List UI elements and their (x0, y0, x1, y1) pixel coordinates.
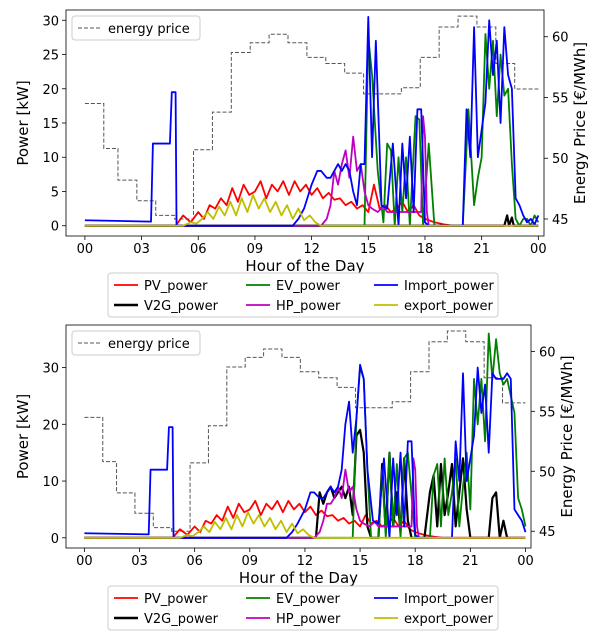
series-export-power (84, 511, 526, 539)
legend-label: EV_power (276, 279, 340, 294)
series-export-power (84, 194, 539, 227)
y2-tick-label: 45 (552, 213, 569, 228)
legend-label: HP_power (276, 299, 341, 314)
plot-frame (65, 324, 532, 549)
series-import-power (84, 15, 540, 227)
series-ev-power (84, 33, 540, 227)
plot-frame (65, 9, 545, 237)
legend-box (71, 15, 201, 41)
y-tick-label: 20 (42, 83, 59, 98)
series-hp-power (84, 457, 526, 539)
y2-axis-label: Energy Price [€/MWh] (558, 355, 576, 517)
y2-tick-label: 50 (552, 152, 569, 167)
y-tick-label: 20 (42, 418, 59, 433)
energy-price-line (84, 15, 539, 220)
y-axis-label: Power [kW] (14, 394, 32, 479)
x-tick-label: 09 (242, 554, 259, 569)
y-tick-label: 5 (51, 185, 59, 200)
legend-label: EV_power (276, 592, 340, 607)
legend-series: PV_power V2G_power EV_power HP_power Import_… (107, 585, 499, 631)
x-tick-label: 03 (133, 242, 150, 257)
y2-tick-label: 55 (539, 405, 556, 420)
x-tick-label: 12 (303, 242, 320, 257)
series-pv-power (84, 180, 539, 227)
x-tick-label: 15 (352, 554, 369, 569)
x-axis-label: Hour of the Day (245, 257, 364, 275)
y-tick-label: 30 (42, 14, 59, 29)
legend-label: Import_power (404, 592, 494, 607)
legend-label: export_power (404, 299, 493, 314)
series-pv-power (84, 500, 526, 539)
x-tick-label: 06 (186, 554, 203, 569)
x-tick-label: 21 (473, 242, 490, 257)
y2-tick-label: 60 (539, 345, 556, 360)
legend-label: V2G_power (144, 299, 219, 314)
y-tick-label: 25 (42, 49, 59, 64)
legend-label: HP_power (276, 612, 341, 627)
x-tick-label: 21 (462, 554, 479, 569)
x-tick-label: 06 (190, 242, 207, 257)
y2-axis-label: Energy Price [€/MWh] (571, 42, 589, 204)
legend-box (107, 272, 499, 318)
chart-panel-1: 00 03 06 09 12 15 18 21 0005101520253045505560Ho… (14, 9, 589, 318)
y-tick-label: 0 (51, 532, 59, 547)
legend-energy-price: energy price (71, 15, 201, 41)
energy-price-line (84, 330, 526, 532)
y-axis-label: Power [kW] (14, 80, 32, 165)
legend-energy-price: energy price (71, 330, 201, 356)
y-tick-label: 10 (42, 151, 59, 166)
x-tick-label: 12 (297, 554, 314, 569)
legend-label: Import_power (404, 279, 494, 294)
series-hp-power (84, 115, 539, 227)
y2-tick-label: 50 (539, 465, 556, 480)
x-tick-label: 03 (131, 554, 148, 569)
legend-series: PV_power V2G_power EV_power HP_power Import_… (107, 272, 499, 318)
legend-label: V2G_power (144, 612, 219, 627)
legend-label: energy price (108, 22, 190, 37)
plot-area (84, 15, 540, 227)
x-tick-label: 09 (247, 242, 264, 257)
y-tick-label: 0 (51, 220, 59, 235)
x-tick-label: 18 (407, 554, 424, 569)
y-tick-label: 30 (42, 362, 59, 377)
x-tick-label: 00 (530, 242, 547, 257)
legend-box (107, 585, 499, 631)
y-tick-label: 10 (42, 475, 59, 490)
y2-tick-label: 45 (539, 525, 556, 540)
legend-label: export_power (404, 612, 493, 627)
plot-area (84, 330, 527, 539)
legend-label: energy price (108, 337, 190, 352)
x-tick-label: 15 (360, 242, 377, 257)
x-tick-label: 18 (417, 242, 434, 257)
x-tick-label: 00 (517, 554, 534, 569)
y2-tick-label: 60 (552, 31, 569, 46)
legend-label: PV_power (144, 592, 208, 607)
x-axis-label: Hour of the Day (239, 569, 358, 587)
y-tick-label: 15 (42, 117, 59, 132)
x-tick-label: 00 (76, 554, 93, 569)
x-tick-label: 00 (77, 242, 94, 257)
y2-tick-label: 55 (552, 91, 569, 106)
legend-label: PV_power (144, 279, 208, 294)
series-import-power (84, 363, 527, 539)
legend-box (71, 330, 201, 356)
